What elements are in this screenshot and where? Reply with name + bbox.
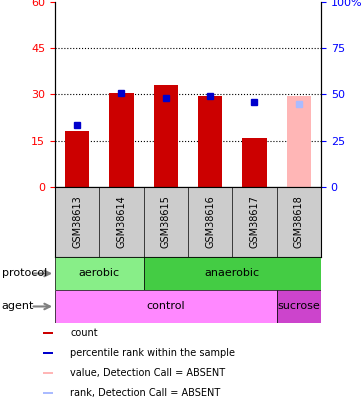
Text: GSM38614: GSM38614 — [117, 196, 126, 248]
Text: anaerobic: anaerobic — [205, 269, 260, 279]
Text: percentile rank within the sample: percentile rank within the sample — [70, 348, 235, 358]
Text: control: control — [147, 301, 185, 311]
Text: agent: agent — [2, 301, 34, 311]
Bar — [43, 371, 53, 374]
Bar — [43, 352, 53, 354]
Bar — [55, 257, 144, 290]
Text: GSM38617: GSM38617 — [249, 196, 260, 248]
Bar — [277, 290, 321, 323]
Bar — [43, 392, 53, 394]
Bar — [242, 138, 267, 187]
Text: rank, Detection Call = ABSENT: rank, Detection Call = ABSENT — [70, 388, 221, 398]
Text: sucrose: sucrose — [278, 301, 320, 311]
Text: protocol: protocol — [2, 269, 47, 279]
Bar — [287, 96, 311, 187]
Text: GSM38616: GSM38616 — [205, 196, 215, 248]
Text: GSM38618: GSM38618 — [294, 196, 304, 248]
Text: GSM38615: GSM38615 — [161, 196, 171, 248]
Text: GSM38613: GSM38613 — [72, 196, 82, 248]
Text: value, Detection Call = ABSENT: value, Detection Call = ABSENT — [70, 368, 226, 378]
Bar — [144, 257, 321, 290]
Bar — [43, 332, 53, 335]
Text: count: count — [70, 328, 98, 338]
Bar — [109, 93, 134, 187]
Bar — [65, 132, 90, 187]
Text: aerobic: aerobic — [79, 269, 120, 279]
Bar — [55, 290, 277, 323]
Bar — [154, 85, 178, 187]
Bar — [198, 96, 222, 187]
